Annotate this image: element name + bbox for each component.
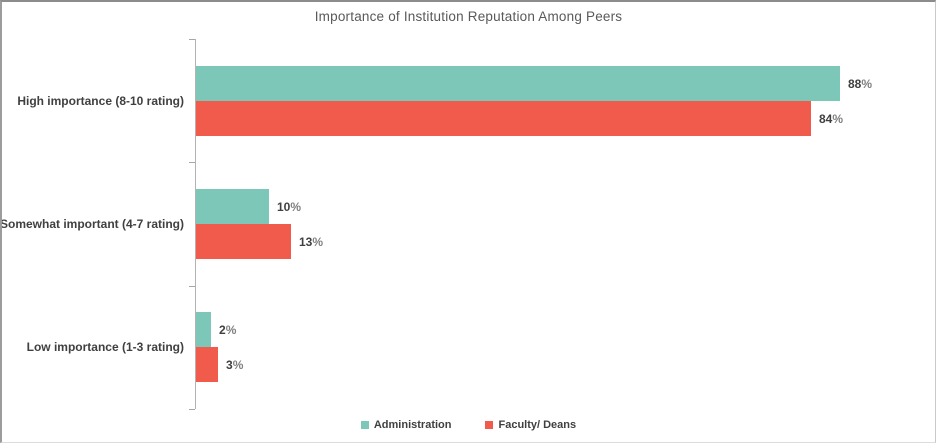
percent-sign: % bbox=[861, 77, 873, 91]
bar-faculty-deans bbox=[196, 224, 291, 259]
bar-value-label: 2% bbox=[219, 324, 236, 336]
y-axis-tick bbox=[189, 409, 195, 410]
chart-title: Importance of Institution Reputation Amo… bbox=[314, 9, 623, 24]
bar-value-number: 3 bbox=[226, 358, 233, 372]
percent-sign: % bbox=[312, 235, 324, 249]
category-label: Low importance (1-3 rating) bbox=[26, 340, 184, 354]
category-label: Somewhat important (4-7 rating) bbox=[0, 217, 184, 231]
bar-administration bbox=[196, 312, 211, 347]
legend-item-administration: Administration bbox=[360, 419, 452, 431]
bar-value-number: 88 bbox=[848, 77, 862, 91]
percent-sign: % bbox=[232, 358, 244, 372]
bar-value-number: 84 bbox=[819, 112, 833, 126]
bar-value-number: 2 bbox=[219, 323, 226, 337]
percent-sign: % bbox=[290, 200, 302, 214]
bar-value-label: 10% bbox=[277, 201, 301, 213]
legend-swatch-icon bbox=[360, 421, 369, 429]
category-label: High importance (8-10 rating) bbox=[17, 94, 184, 108]
bar-value-label: 84% bbox=[819, 113, 843, 125]
legend-label: Faculty/ Deans bbox=[498, 419, 577, 431]
y-axis-tick bbox=[189, 286, 195, 287]
legend-swatch-icon bbox=[485, 421, 494, 429]
y-axis-line bbox=[195, 39, 196, 409]
bar-value-label: 88% bbox=[848, 78, 872, 90]
y-axis-tick bbox=[189, 162, 195, 163]
bar-faculty-deans bbox=[196, 347, 218, 382]
bar-administration bbox=[196, 189, 269, 224]
legend-label: Administration bbox=[373, 419, 452, 431]
percent-sign: % bbox=[225, 323, 237, 337]
bar-faculty-deans bbox=[196, 101, 811, 136]
bar-administration bbox=[196, 66, 840, 101]
bar-value-label: 3% bbox=[226, 359, 243, 371]
chart-legend: Administration Faculty/ Deans bbox=[2, 419, 935, 431]
bar-value-label: 13% bbox=[299, 236, 323, 248]
percent-sign: % bbox=[832, 112, 844, 126]
bar-value-number: 13 bbox=[299, 235, 313, 249]
y-axis-tick bbox=[189, 39, 195, 40]
legend-item-faculty-deans: Faculty/ Deans bbox=[485, 419, 576, 431]
bar-value-number: 10 bbox=[277, 200, 291, 214]
